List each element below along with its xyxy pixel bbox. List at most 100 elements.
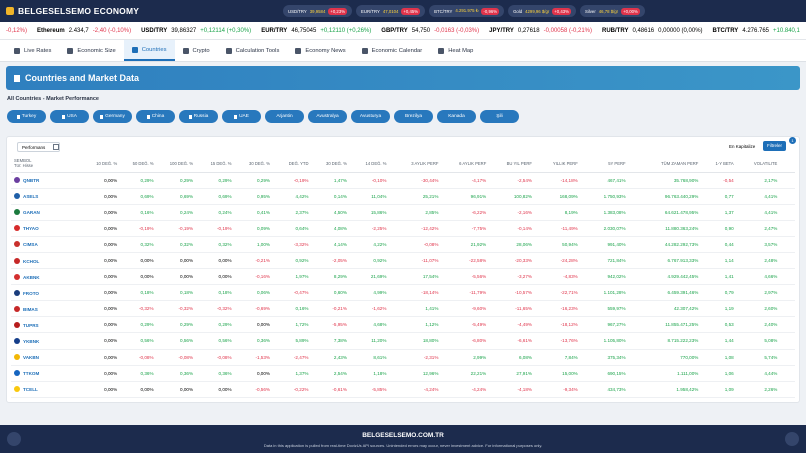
value-cell: 4,44% xyxy=(736,365,781,382)
value-cell: -0,32% xyxy=(196,300,235,318)
value-cell: -0,10% xyxy=(349,172,390,189)
value-cell: 27,91% xyxy=(489,365,535,382)
grid-toggle[interactable] xyxy=(53,144,59,150)
country-button[interactable]: Kanada xyxy=(437,110,476,123)
value-cell: -6,22% xyxy=(441,204,490,221)
nav-tab[interactable]: Crypto xyxy=(175,40,218,61)
ticker-name: JPY/TRY xyxy=(489,27,514,34)
country-button[interactable]: Avustralya xyxy=(308,110,347,123)
value-cell: -0,19% xyxy=(273,172,312,189)
table-row[interactable]: AKBNK 0,00% 0,00% 0,00% 0,00% -0,16% 1,97% 8,29… xyxy=(11,268,795,286)
pill-value: 39,9584 xyxy=(309,8,326,14)
table-row[interactable]: FROTO 0,00% 0,18% 0,18% 0,18% 0,06% -0,47% 0,60… xyxy=(11,284,795,302)
value-cell: 0,29% xyxy=(196,316,235,334)
column-menu[interactable] xyxy=(780,155,795,173)
nav-tab[interactable]: Economic Calendar xyxy=(354,40,431,61)
table-row[interactable]: CIMSA 0,00% 0,32% 0,32% 0,32% 1,00% -3,32% 4,14… xyxy=(11,236,795,253)
country-button[interactable]: UAE xyxy=(222,110,261,123)
nav-tab[interactable]: Calculation Tools xyxy=(218,40,288,61)
rate-pill[interactable]: BTC/TRY 4.291.975 ₺ -0,96% xyxy=(429,5,505,17)
ticker-change: +0,12114 (+0,30%) xyxy=(200,27,252,34)
rate-pill[interactable]: EUR/TRY 47,0104 +0,45% xyxy=(356,5,426,17)
value-cell: -0,22% xyxy=(273,381,312,398)
country-button[interactable]: USA xyxy=(50,110,89,123)
symbol-cell: TCELL xyxy=(11,381,84,398)
rate-pill[interactable]: Silver 46,78 $/gr +0,00% xyxy=(580,5,645,17)
value-cell: 0,69% xyxy=(120,188,157,205)
sort-select[interactable]: En Kapitalize xyxy=(729,144,756,149)
ticker-name: GBP/TRY xyxy=(381,27,408,34)
value-cell: 0,56% xyxy=(120,332,157,350)
value-cell: 559,97% xyxy=(580,300,629,318)
table-row[interactable]: KCHOL 0,00% 0,00% 0,00% 0,00% -0,21% 0,92% -2,0… xyxy=(11,252,795,270)
footer-button[interactable] xyxy=(785,432,799,446)
ticker-value: 39,86327 xyxy=(171,27,197,34)
table-row[interactable]: YKBNK 0,00% 0,56% 0,56% 0,56% 0,36% 5,89% 7,38%… xyxy=(11,332,795,350)
country-button[interactable]: Şili xyxy=(480,110,519,123)
country-button[interactable]: China xyxy=(136,110,175,123)
nav-tab[interactable]: Economy News xyxy=(287,40,353,61)
table-row[interactable]: TTKOM 0,00% 0,36% 0,36% 0,36% 0,00% 1,37% 2,54%… xyxy=(11,365,795,382)
table-row[interactable]: THYAO 0,00% -0,19% -0,19% -0,19% 0,09% 0,64% 4,… xyxy=(11,220,795,237)
performance-select[interactable]: Performans xyxy=(17,142,61,152)
symbol-icon xyxy=(14,241,20,248)
value-cell: 168,09% xyxy=(535,188,581,205)
ticker-change: +0,12110 (+0,26%) xyxy=(320,27,372,34)
rate-pill[interactable]: Gold 4299,96 $/gr +0,43% xyxy=(508,5,576,17)
value-cell: 8,61% xyxy=(349,349,390,366)
nav-tab[interactable]: Live Rates xyxy=(6,40,59,61)
value-cell: 2,54% xyxy=(311,365,350,382)
value-cell: 1,12% xyxy=(389,316,442,334)
table-row[interactable]: GARAN 0,00% 0,16% 0,24% 0,24% 0,41% 2,37% 4,50%… xyxy=(11,204,795,221)
value-cell: -5,85% xyxy=(349,381,390,398)
pill-value: 47,0104 xyxy=(382,8,399,14)
country-button[interactable]: Avusturya xyxy=(351,110,390,123)
country-button[interactable]: Russia xyxy=(179,110,218,123)
column-header: 6 AYLIK PERF xyxy=(441,155,490,173)
value-cell: 0,29% xyxy=(120,316,157,334)
logo[interactable]: BELGESELSEMO ECONOMY xyxy=(6,6,139,16)
ticker-item: JPY/TRY 0,27618 -0,00058 (-0,21%) xyxy=(489,28,592,34)
symbol-cell: GARAN xyxy=(11,204,84,221)
country-button[interactable]: Brezilya xyxy=(394,110,433,123)
value-cell: 0,36% xyxy=(156,365,197,382)
banner: Countries and Market Data xyxy=(6,66,800,90)
value-cell: 4,08% xyxy=(311,220,350,237)
country-button[interactable]: Germany xyxy=(93,110,132,123)
value-cell: 0,00% xyxy=(83,204,121,221)
value-cell: -0,21% xyxy=(311,300,350,318)
table-row[interactable]: QNBTR 0,00% 0,29% 0,29% 0,29% 0,29% -0,19% 1,47… xyxy=(11,172,795,189)
value-cell: 375,34% xyxy=(580,349,629,366)
table-row[interactable]: BIMAS 0,00% -0,32% -0,32% -0,32% -0,69% 0,16% -… xyxy=(11,300,795,318)
filters-button[interactable]: Filtreler xyxy=(763,141,787,151)
value-cell: -0,61% xyxy=(311,381,350,398)
nav-tab[interactable]: Economic Size xyxy=(59,40,123,61)
value-cell: 0,00% xyxy=(120,381,157,398)
ticker-name: USD/TRY xyxy=(141,27,168,34)
value-cell: -6,61% xyxy=(489,332,535,350)
value-cell: 1,72% xyxy=(273,316,312,334)
country-button[interactable]: Arjantin xyxy=(265,110,304,123)
nav-tab[interactable]: Heat Map xyxy=(430,40,481,61)
ticker-name: Ethereum xyxy=(37,27,65,34)
value-cell: 0,95% xyxy=(234,188,273,205)
symbol-icon xyxy=(14,305,20,312)
country-button[interactable]: Turkey xyxy=(7,110,46,123)
value-cell: 0,00% xyxy=(196,268,235,286)
footer-button[interactable] xyxy=(7,432,21,446)
nav-tab[interactable]: Countries xyxy=(123,40,175,61)
rate-pill[interactable]: USD/TRY 39,9584 +0,23% xyxy=(283,5,353,17)
symbol-icon xyxy=(14,289,20,296)
value-cell: 2,99% xyxy=(441,349,490,366)
ticker-change: -0,12%) xyxy=(6,27,28,34)
value-cell: 967,27% xyxy=(580,316,629,334)
table-row[interactable]: VAKBN 0,00% -0,08% -0,08% -0,08% -1,53% -2,47%… xyxy=(11,349,795,366)
footer-disclaimer: Data in this application is pulled from … xyxy=(263,443,543,448)
table-row[interactable]: TUPRS 0,00% 0,29% 0,29% 0,29% 0,00% 1,72% -5,95… xyxy=(11,316,795,334)
ticker-name: EUR/TRY xyxy=(261,27,288,34)
ticker-change: -2,40 (-0,10%) xyxy=(92,27,132,34)
table-row[interactable]: TCELL 0,00% 0,00% 0,00% 0,00% -0,56% -0,22% -0,… xyxy=(11,381,795,398)
table-row[interactable]: ASELS 0,00% 0,69% 0,69% 0,69% 0,95% 4,42% 0,14%… xyxy=(11,188,795,205)
value-cell: 6,08% xyxy=(489,349,535,366)
value-cell: 7,38% xyxy=(311,332,350,350)
